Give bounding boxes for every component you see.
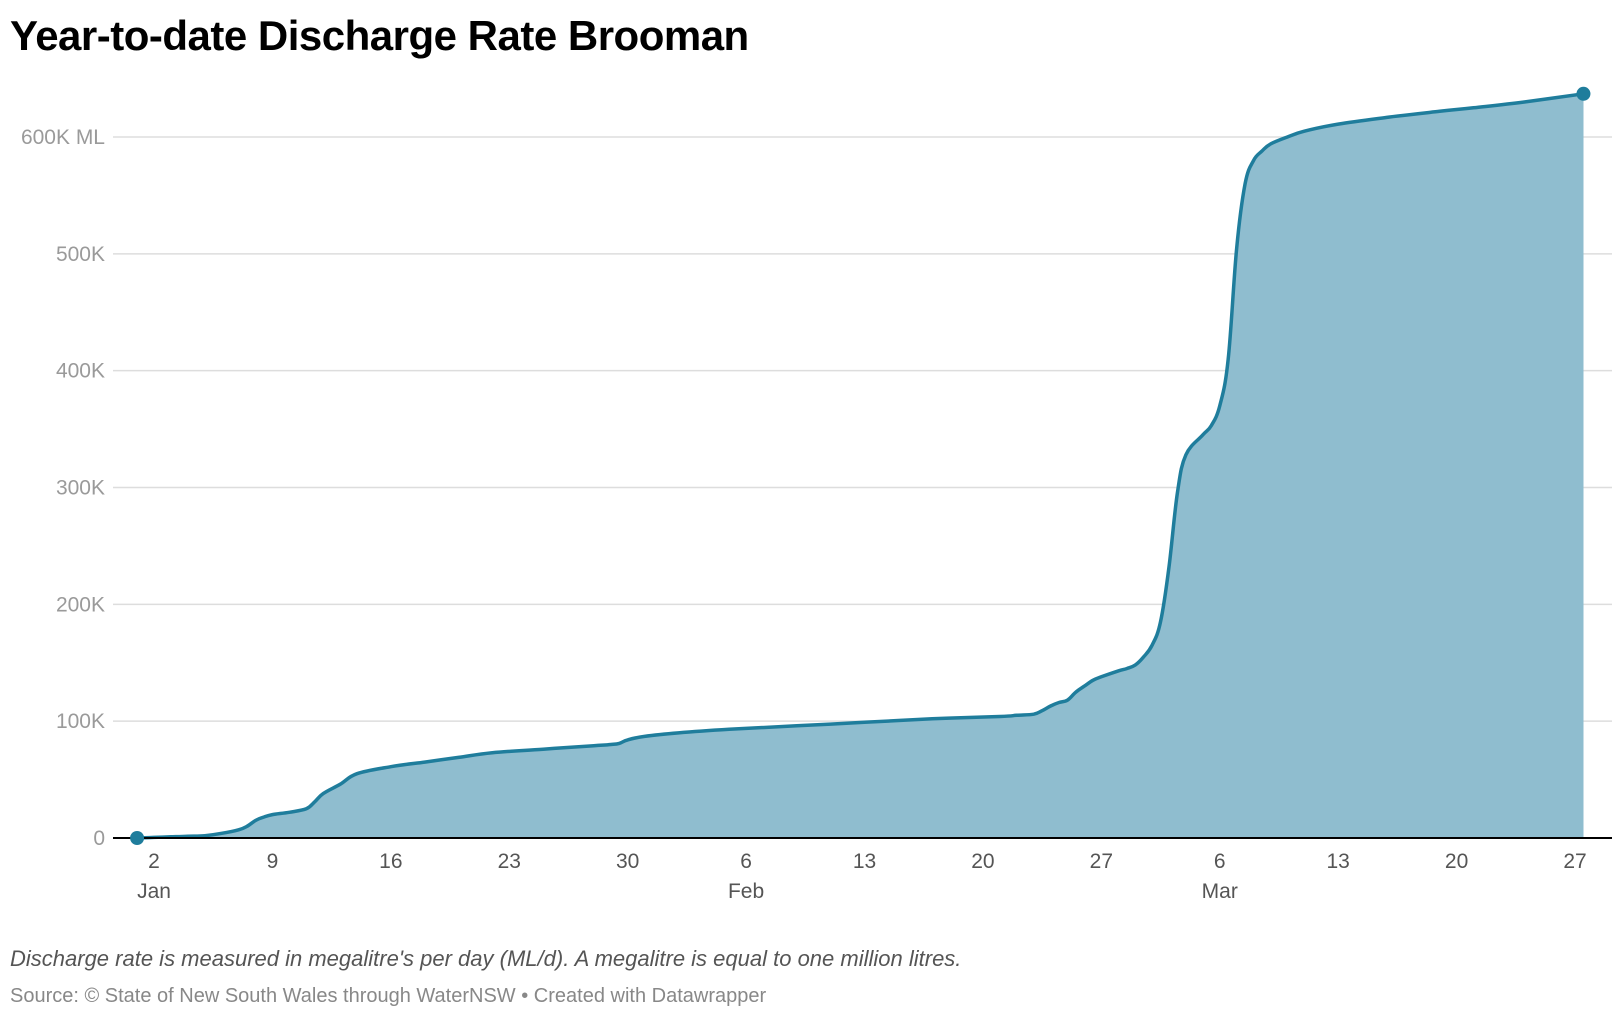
x-axis-ticks: 2 Jan 9 16 23 30 6 Feb 13 20 27 6 Mar 13 20 27 <box>137 850 1587 903</box>
area-fill <box>137 93 1584 839</box>
y-tick-label: 200K <box>56 593 105 616</box>
x-tick-label: 23 <box>498 850 521 873</box>
x-tick-label: 20 <box>971 850 994 873</box>
y-tick-label: 500K <box>56 243 105 266</box>
x-tick-label: 27 <box>1563 850 1586 873</box>
chart-area: 0 100K 200K 300K 400K 500K 600K ML 2 Jan 9 16 23 30… <box>21 86 1612 903</box>
x-tick-label: 16 <box>379 850 402 873</box>
x-month-label: Mar <box>1202 880 1238 903</box>
y-tick-label: 0 <box>93 827 105 850</box>
chart-source: Source: © State of New South Wales throu… <box>10 985 767 1007</box>
x-month-label: Feb <box>728 880 764 903</box>
y-tick-label: 400K <box>56 360 105 383</box>
x-tick-label: 6 <box>1214 850 1226 873</box>
x-tick-label: 20 <box>1445 850 1468 873</box>
end-point-marker <box>1576 86 1591 101</box>
y-tick-label: 300K <box>56 477 105 500</box>
x-tick-label: 27 <box>1090 850 1113 873</box>
y-axis-ticks: 0 100K 200K 300K 400K 500K 600K ML <box>21 126 105 850</box>
x-tick-label: 2 <box>148 850 160 873</box>
chart-title: Year-to-date Discharge Rate Brooman <box>10 12 749 59</box>
chart-note: Discharge rate is measured in megalitre'… <box>10 946 962 971</box>
x-tick-label: 9 <box>267 850 279 873</box>
x-tick-label: 13 <box>1326 850 1349 873</box>
x-tick-label: 13 <box>853 850 876 873</box>
x-month-label: Jan <box>137 880 171 903</box>
x-tick-label: 30 <box>616 850 639 873</box>
x-tick-label: 6 <box>740 850 752 873</box>
y-tick-label: 100K <box>56 710 105 733</box>
y-tick-label: 600K ML <box>21 126 105 149</box>
series-line <box>137 92 1584 840</box>
start-point-marker <box>130 831 145 845</box>
